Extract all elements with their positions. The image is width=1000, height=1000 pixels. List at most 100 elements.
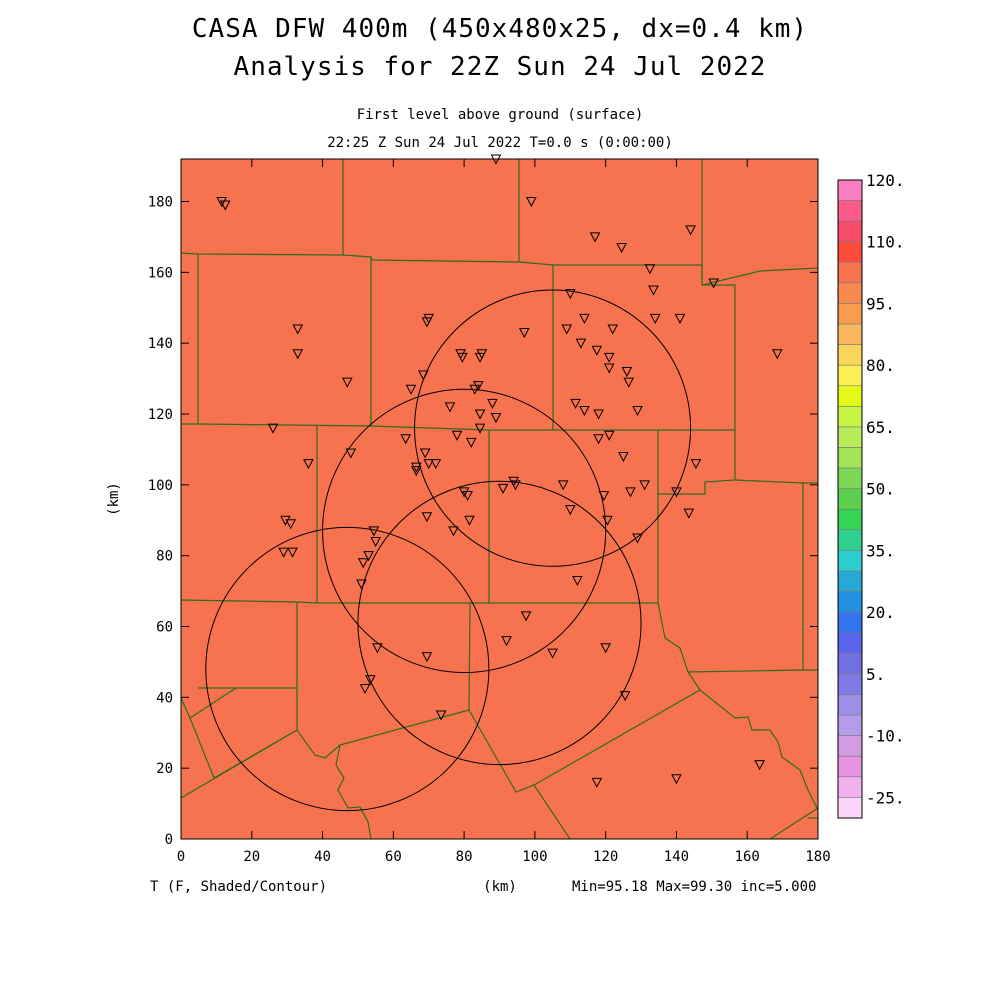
station-marker [278,547,289,558]
station-marker [405,384,417,395]
colorbar-label: 50. [866,480,895,499]
station-marker [621,367,633,378]
station-marker [683,508,695,519]
colorbar-swatch [837,653,863,675]
chart-subtitle-time: Analysis for 22Z Sun 24 Jul 2022 [233,52,767,82]
station-marker [754,760,765,771]
colorbar-swatch [837,694,863,716]
station-marker [561,324,573,335]
colorbar-swatch [837,323,863,345]
colorbar-swatch [837,776,863,798]
colorbar: 120. 110. 95. 80. 65. 50. 35. 20. 5. -10. -25. [837,171,905,819]
x-tick-label: 40 [314,849,331,865]
station-marker [267,423,279,434]
colorbar-label: 110. [866,233,905,252]
station-marker [602,515,613,526]
station-marker [423,459,435,470]
y-tick-label: 20 [156,761,173,777]
station-marker [674,313,686,324]
station-marker [280,515,291,526]
station-marker [457,352,468,363]
x-tick-label: 0 [177,849,185,865]
station-marker [418,370,429,381]
colorbar-label: 65. [866,418,895,437]
y-tick-label: 40 [156,690,173,706]
radar-ring-2 [322,388,607,674]
station-marker [632,533,643,544]
colorbar-frame [837,179,863,819]
colorbar-swatch [837,406,863,428]
station-marker [474,409,486,420]
y-tick-label: 60 [156,620,173,636]
colorbar-swatch [837,364,863,387]
station-marker [690,459,702,470]
colorbar-label: 80. [866,356,895,375]
y-tick-label: 120 [148,407,173,423]
colorbar-swatch [837,467,863,490]
observation-stations [216,154,783,788]
station-marker [359,683,371,695]
station-marker [487,398,498,409]
station-marker [357,558,369,569]
colorbar-label: 35. [866,541,895,560]
station-marker [368,526,380,537]
y-axis: 0 20 40 60 80 100 120 140 160 180 [148,195,818,848]
valid-time-label: 22:25 Z Sun 24 Jul 2022 T=0.0 s (0:00:00… [327,135,673,151]
colorbar-swatch [837,508,863,531]
station-marker [372,643,383,654]
radar-ring-4 [205,526,490,812]
station-marker [520,611,532,622]
x-tick-label: 20 [243,849,260,865]
station-marker [671,487,682,498]
x-tick-label: 180 [805,849,830,865]
chart-title: CASA DFW 400m (450x480x25, dx=0.4 km) [191,14,809,44]
colorbar-swatch [837,550,863,572]
county-boundaries [181,159,818,839]
station-marker [219,200,231,211]
station-marker [603,363,615,374]
station-marker [607,324,619,335]
colorbar-swatch [837,632,863,654]
colorbar-swatch [837,385,863,407]
station-marker [625,487,636,498]
y-tick-label: 160 [148,265,173,281]
colorbar-swatch [837,262,863,284]
station-marker [547,648,558,659]
colorbar-swatch [837,303,863,325]
x-axis-label: (km) [483,879,517,895]
y-tick-label: 100 [148,478,173,494]
station-marker [501,636,512,647]
colorbar-swatch [837,200,863,222]
x-tick-label: 140 [664,849,689,865]
x-tick-label: 120 [593,849,618,865]
radar-coverage-rings [205,289,692,812]
colorbar-swatch [837,673,863,695]
x-tick-label: 60 [385,849,402,865]
colorbar-label: 95. [866,294,895,313]
station-marker [472,381,484,392]
x-tick-label: 160 [735,849,760,865]
station-marker [579,313,590,324]
station-marker [345,448,357,459]
station-marker [649,313,661,324]
temperature-field [181,159,818,839]
colorbar-label: 120. [866,171,905,190]
x-axis: 0 20 40 60 80 100 120 140 160 180 [177,159,831,865]
station-marker [421,317,433,328]
colorbar-swatch [837,344,863,366]
radar-ring-1 [414,289,692,567]
station-marker [216,197,228,208]
colorbar-swatch [837,797,863,819]
station-marker [632,405,643,417]
station-marker [370,537,381,548]
station-marker [444,402,456,413]
station-marker [593,434,604,445]
station-marker [411,462,422,473]
station-marker [419,448,431,459]
station-marker [464,515,475,526]
colorbar-label: 20. [866,603,895,622]
station-marker [591,777,603,788]
station-marker [490,413,502,424]
station-marker [644,264,656,275]
colorbar-swatch [837,179,863,201]
